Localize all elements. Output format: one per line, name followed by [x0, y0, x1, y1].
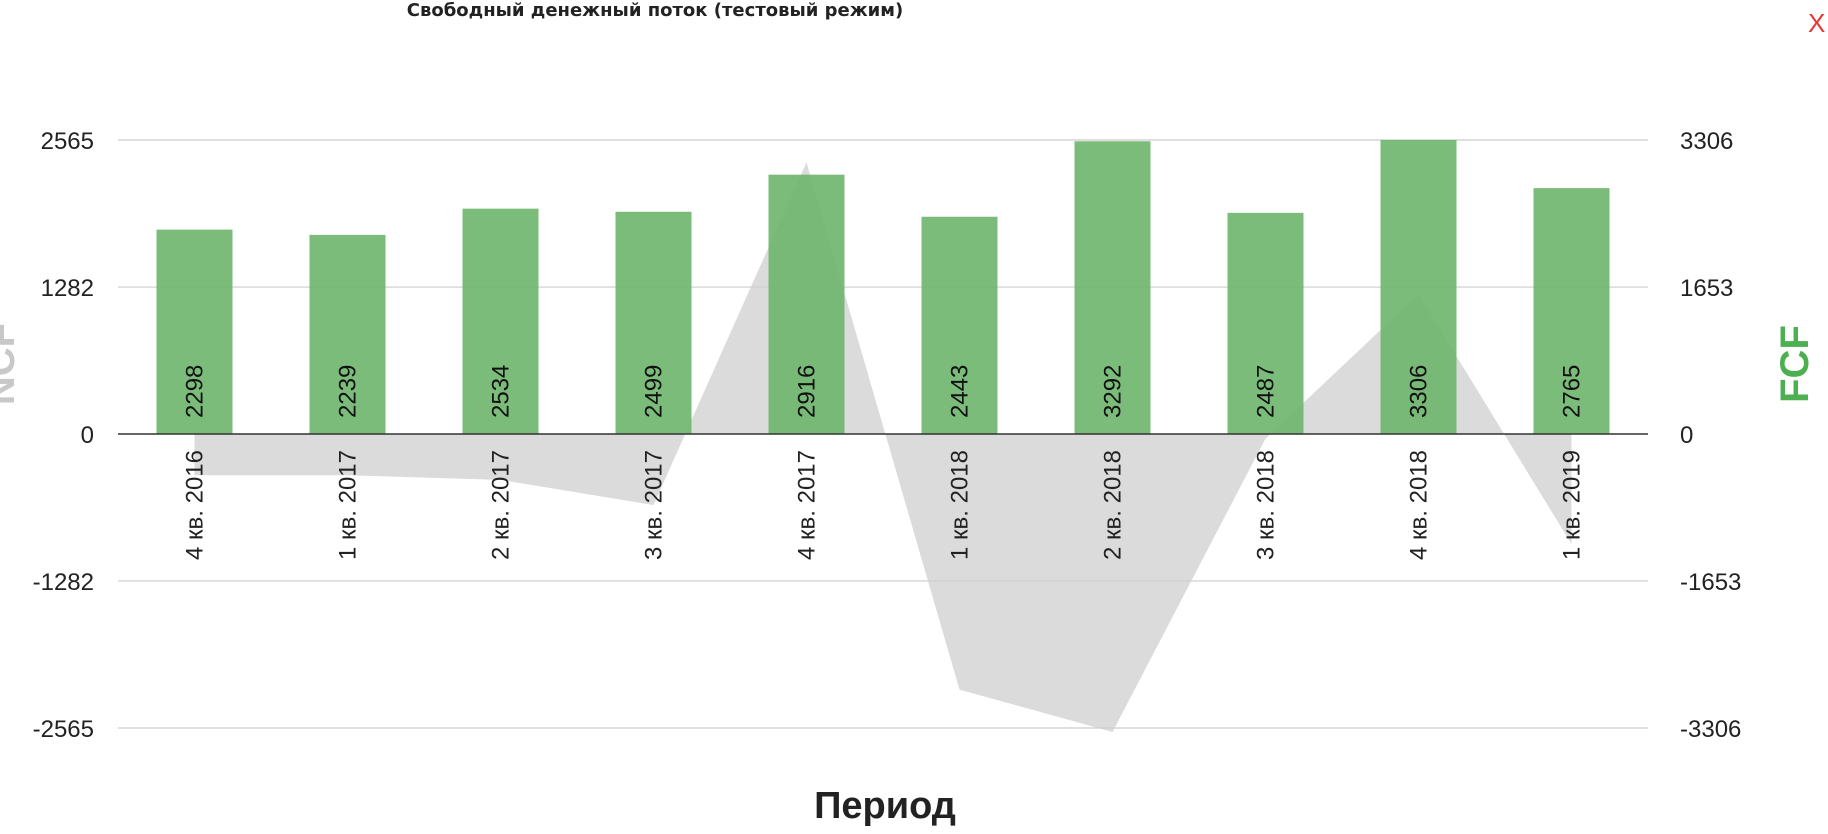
- left-tick-label: 2565: [41, 128, 94, 155]
- bar-value-labels: 2298 2239 2534 2499 2916 2443 3292 2487 3306 2765: [182, 365, 1586, 418]
- bar-value-label: 2239: [335, 365, 362, 418]
- fcf-bar: [921, 216, 998, 434]
- category-label: 2 кв. 2018: [1100, 450, 1127, 560]
- bar-value-label: 2499: [641, 365, 668, 418]
- right-axis-title: FCF: [1773, 325, 1817, 403]
- fcf-bar: [768, 174, 845, 435]
- ncf-area-series: [194, 162, 1572, 733]
- bar-value-label: 3292: [1100, 365, 1127, 418]
- right-tick-label: -3306: [1680, 716, 1741, 743]
- fcf-bar: [309, 234, 386, 434]
- bar-value-label: 2298: [182, 365, 209, 418]
- ncf-area: [194, 162, 1572, 733]
- fcf-bar: [1074, 141, 1151, 435]
- fcf-bar-series: [156, 140, 1610, 435]
- x-axis-title: Период: [814, 785, 956, 827]
- category-label: 4 кв. 2017: [794, 450, 821, 560]
- fcf-bar: [1533, 188, 1610, 434]
- category-label: 3 кв. 2018: [1253, 450, 1280, 560]
- bar-value-label: 2765: [1559, 365, 1586, 418]
- right-tick-label: 3306: [1680, 128, 1733, 155]
- bar-value-label: 2534: [488, 365, 515, 418]
- fcf-bar: [615, 211, 692, 434]
- bar-value-label: 3306: [1406, 365, 1433, 418]
- right-tick-label: 1653: [1680, 275, 1733, 302]
- left-tick-label: 0: [81, 422, 94, 449]
- fcf-bar: [1227, 212, 1304, 434]
- category-label: 4 кв. 2018: [1406, 450, 1433, 560]
- category-label: 3 кв. 2017: [641, 450, 668, 560]
- left-tick-label: -1282: [33, 569, 94, 596]
- left-tick-label: -2565: [33, 716, 94, 743]
- category-label: 2 кв. 2017: [488, 450, 515, 560]
- chart-title: Свободный денежный поток (тестовый режим…: [406, 0, 904, 21]
- right-tick-label: 0: [1680, 422, 1693, 449]
- axes: 2565 1282 0 -1282 -2565 3306 1653 0 -1653 -3306 4 …: [33, 128, 1742, 743]
- fcf-bar: [156, 229, 233, 434]
- bar-value-label: 2443: [947, 365, 974, 418]
- bar-value-label: 2487: [1253, 365, 1280, 418]
- category-label: 1 кв. 2018: [947, 450, 974, 560]
- left-axis-title: NCF: [0, 323, 23, 405]
- fcf-bar: [1380, 140, 1457, 434]
- right-tick-label: -1653: [1680, 569, 1741, 596]
- left-tick-label: 1282: [41, 275, 94, 302]
- close-button[interactable]: X: [1808, 8, 1826, 38]
- fcf-bar: [462, 208, 539, 434]
- category-label: 1 кв. 2019: [1559, 450, 1586, 560]
- bar-value-label: 2916: [794, 365, 821, 418]
- category-label: 1 кв. 2017: [335, 450, 362, 560]
- category-label: 4 кв. 2016: [182, 450, 209, 560]
